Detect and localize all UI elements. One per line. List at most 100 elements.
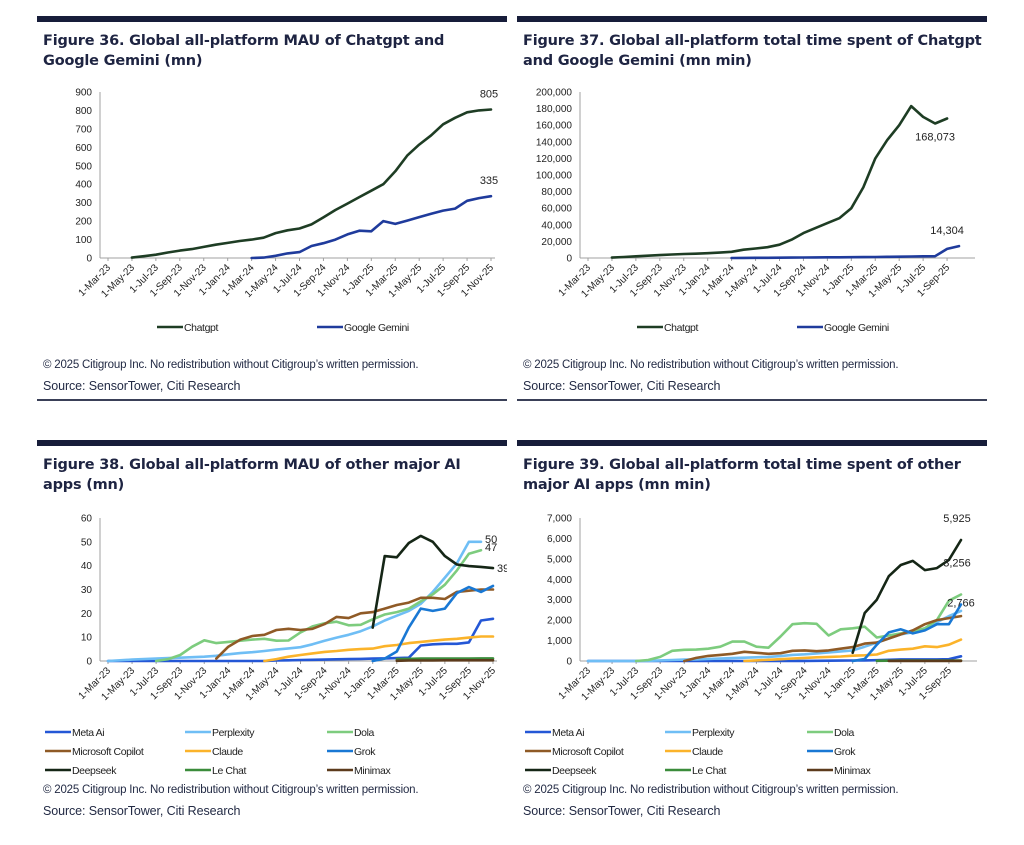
legend-item: Deepseek (525, 765, 598, 777)
legend-item: Meta Ai (45, 727, 105, 739)
y-tick-label: 20 (81, 609, 93, 620)
legend-item: Claude (665, 746, 724, 758)
figure-title: Figure 36. Global all-platform MAU of Ch… (43, 33, 445, 69)
legend-label: Minimax (354, 765, 391, 777)
legend-item: Le Chat (665, 765, 727, 777)
y-tick-label: 6,000 (547, 534, 572, 545)
y-tick-label: 3,000 (547, 595, 572, 606)
y-tick-label: 5,000 (547, 554, 572, 565)
series-line-deepseek (851, 538, 963, 655)
legend-label: Dola (354, 727, 375, 739)
data-label: 805 (480, 89, 498, 101)
legend-label: Meta Ai (552, 727, 584, 739)
y-tick-label: 100,000 (536, 171, 573, 182)
series-line-deepseek (371, 534, 495, 629)
legend-label: Perplexity (692, 727, 735, 739)
legend-item: Minimax (807, 765, 872, 777)
legend-label: Dola (834, 727, 855, 739)
figure-38-chart: 01020304050601-Mar-231-May-231-Jul-231-S… (45, 514, 507, 777)
legend-label: Meta Ai (72, 727, 104, 739)
series-line-chatgpt (130, 108, 493, 259)
y-tick-label: 40,000 (541, 220, 572, 231)
figure-36-chart: 01002003004005006007008009001-Mar-231-Ma… (75, 88, 498, 334)
legend-label: Le Chat (212, 765, 246, 777)
legend-label: Perplexity (212, 727, 255, 739)
source-note: Source: SensorTower, Citi Research (43, 379, 241, 393)
figure-38-panel: Figure 38. Global all-platform MAU of ot… (37, 440, 507, 840)
source-note: Source: SensorTower, Citi Research (43, 804, 241, 818)
series-line-claude (743, 638, 963, 663)
y-tick-label: 2,000 (547, 616, 572, 627)
legend-item: Deepseek (45, 765, 118, 777)
legend-item: Le Chat (185, 765, 247, 777)
y-tick-label: 80,000 (541, 187, 572, 198)
figure-top-rule (37, 16, 507, 22)
figure-39-chart: 01,0002,0003,0004,0005,0006,0007,0001-Ma… (525, 513, 977, 777)
figure-title: Figure 38. Global all-platform MAU of ot… (43, 457, 461, 493)
figure-bottom-rule (517, 399, 987, 401)
series-line-grok (371, 584, 495, 663)
legend-label: Chatgpt (664, 322, 698, 334)
y-tick-label: 500 (75, 161, 92, 172)
y-tick-label: 0 (86, 657, 92, 668)
y-tick-label: 40 (81, 561, 93, 572)
y-tick-label: 100 (75, 235, 92, 246)
copyright-note: © 2025 Citigroup Inc. No redistribution … (523, 784, 899, 796)
figure-top-rule (517, 16, 987, 22)
legend-item: Grok (807, 746, 857, 758)
y-tick-label: 7,000 (547, 514, 572, 525)
source-note: Source: SensorTower, Citi Research (523, 379, 721, 393)
legend-item: Microsoft Copilot (525, 746, 624, 758)
source-note: Source: SensorTower, Citi Research (523, 804, 721, 818)
data-label: 2,766 (947, 597, 975, 609)
y-tick-label: 30 (81, 585, 93, 596)
y-tick-label: 60,000 (541, 204, 572, 215)
y-tick-label: 0 (86, 254, 92, 265)
data-label: 47 (485, 542, 497, 554)
y-tick-label: 300 (75, 198, 92, 209)
figure-title: Figure 39. Global all-platform total tim… (523, 457, 961, 493)
series-line-claude (263, 635, 495, 663)
legend-item: Dola (807, 727, 855, 739)
series-line-meta-ai (106, 617, 495, 663)
legend-label: Deepseek (72, 765, 117, 777)
legend-item: Google Gemini (317, 322, 409, 334)
legend-item: Google Gemini (797, 322, 889, 334)
figure-36-panel: Figure 36. Global all-platform MAU of Ch… (37, 16, 507, 406)
legend-item: Minimax (327, 765, 392, 777)
data-label: 168,073 (915, 131, 955, 143)
data-label: 5,925 (943, 513, 971, 525)
legend-label: Minimax (834, 765, 871, 777)
series-line-microsoft-copilot (215, 588, 495, 660)
y-tick-label: 0 (566, 657, 572, 668)
legend-label: Claude (212, 746, 243, 758)
data-label: 39 (497, 563, 507, 575)
figure-37-panel: Figure 37. Global all-platform total tim… (517, 16, 987, 406)
series-line-perplexity (106, 540, 483, 663)
data-label: 14,304 (930, 225, 964, 237)
y-tick-label: 200,000 (536, 88, 573, 99)
legend-item: Perplexity (185, 727, 256, 739)
y-tick-label: 50 (81, 537, 93, 548)
y-tick-label: 0 (566, 254, 572, 265)
y-tick-label: 600 (75, 143, 92, 154)
y-tick-label: 140,000 (536, 137, 573, 148)
legend-label: Google Gemini (344, 322, 409, 334)
y-tick-label: 10 (81, 633, 93, 644)
figure-top-rule (37, 440, 507, 446)
figure-39-panel: Figure 39. Global all-platform total tim… (517, 440, 987, 840)
legend-label: Le Chat (692, 765, 726, 777)
legend-item: Perplexity (665, 727, 736, 739)
y-tick-label: 120,000 (536, 154, 573, 165)
series-line-minimax (395, 659, 495, 663)
data-label: 50 (485, 534, 497, 546)
series-line-le-chat (395, 657, 495, 661)
series-line-grok (851, 603, 963, 663)
y-tick-label: 20,000 (541, 237, 572, 248)
y-tick-label: 180,000 (536, 104, 573, 115)
legend-item: Microsoft Copilot (45, 746, 144, 758)
legend-item: Dola (327, 727, 375, 739)
y-tick-label: 160,000 (536, 121, 573, 132)
data-label: 3,256 (943, 557, 971, 569)
legend-label: Chatgpt (184, 322, 218, 334)
